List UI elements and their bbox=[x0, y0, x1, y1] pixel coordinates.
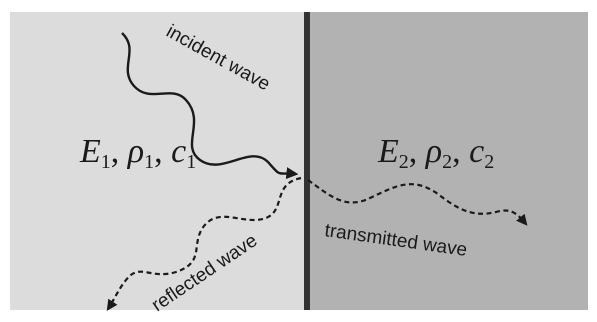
medium-2-c: c bbox=[469, 133, 484, 170]
transmitted-wave-path bbox=[307, 179, 528, 226]
medium-1-c-sub: 1 bbox=[186, 151, 196, 173]
medium-2-rho-sub: 2 bbox=[442, 151, 452, 173]
medium-1-properties: E1, ρ1, c1 bbox=[79, 133, 196, 173]
medium-1-rho-sub: 1 bbox=[144, 151, 154, 173]
incident-wave-path bbox=[121, 32, 299, 180]
medium-1-region bbox=[10, 12, 307, 310]
reflected-wave-path bbox=[106, 176, 302, 311]
medium-2-region bbox=[307, 12, 588, 310]
medium-1-E: E bbox=[79, 133, 101, 170]
medium-2-c-sub: 2 bbox=[484, 151, 494, 173]
interface-boundary bbox=[304, 12, 310, 310]
medium-2-properties: E2, ρ2, c2 bbox=[377, 133, 494, 173]
medium-1-c: c bbox=[171, 133, 186, 170]
medium-2-E-sub: 2 bbox=[399, 151, 409, 173]
medium-2-E: E bbox=[377, 133, 399, 170]
medium-1-E-sub: 1 bbox=[101, 151, 111, 173]
medium-2-rho: ρ bbox=[425, 133, 442, 170]
medium-1-rho: ρ bbox=[127, 133, 144, 170]
